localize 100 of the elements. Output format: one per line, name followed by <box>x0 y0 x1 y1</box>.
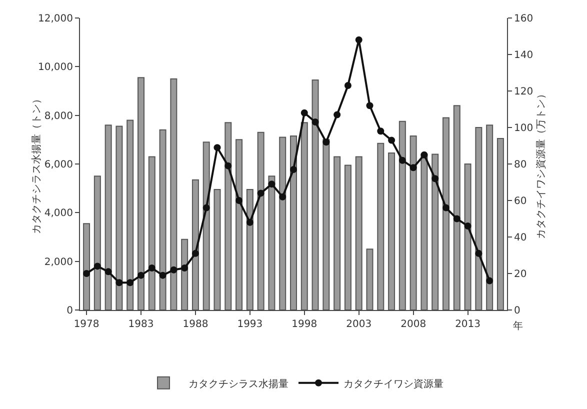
bar <box>214 189 221 310</box>
bar <box>322 139 330 310</box>
point <box>322 138 330 146</box>
bar <box>268 176 276 310</box>
x-tick-label: 2013 <box>455 319 481 330</box>
point <box>202 204 210 212</box>
legend-label: カタクチシラス水揚量 <box>188 378 288 390</box>
point <box>116 279 123 286</box>
point <box>104 268 112 276</box>
point <box>83 270 90 277</box>
bar <box>344 164 352 310</box>
bar <box>300 122 308 310</box>
point <box>398 156 406 164</box>
y-tick-label: 10,000 <box>38 62 73 74</box>
point <box>94 262 101 270</box>
y2-tick-label: 0 <box>514 306 520 316</box>
point <box>475 250 482 257</box>
point <box>257 190 264 197</box>
y2-tick-label: 100 <box>514 123 534 134</box>
bar <box>475 127 482 310</box>
point <box>214 144 221 152</box>
x-tick-label: 1993 <box>237 319 263 330</box>
point <box>170 266 178 274</box>
y-tick-label: 8,000 <box>44 110 73 122</box>
y-tick-label: 2,000 <box>44 256 73 268</box>
x-tick-label: 1998 <box>292 319 318 330</box>
point <box>334 111 341 118</box>
bar <box>334 156 341 310</box>
bar <box>126 120 134 310</box>
bar <box>398 120 406 310</box>
point <box>192 250 199 257</box>
point <box>236 197 243 204</box>
bar <box>312 80 319 310</box>
point <box>159 272 166 279</box>
point <box>344 82 352 90</box>
point <box>224 162 232 170</box>
point <box>138 272 144 279</box>
bar <box>290 136 297 310</box>
bar <box>486 124 494 310</box>
bar <box>464 164 472 310</box>
y-tick-label: 6,000 <box>44 160 73 170</box>
bar <box>104 124 112 310</box>
bar <box>181 238 188 310</box>
y2-axis-title: カタクチイワシ資源量（万トン） <box>535 89 548 239</box>
point <box>410 164 417 172</box>
bar <box>202 142 210 310</box>
point <box>453 215 460 222</box>
y-tick-label: 4,000 <box>44 208 73 220</box>
x-tick-label: 1978 <box>74 319 100 330</box>
point <box>388 136 396 144</box>
y2-tick-label: 20 <box>514 269 527 280</box>
y2-tick-label: 140 <box>514 50 534 61</box>
bar <box>138 77 144 310</box>
bar <box>279 136 286 310</box>
legend-label: カタクチイワシ資源量 <box>344 378 444 390</box>
bar <box>366 248 374 310</box>
point <box>312 118 319 126</box>
bar <box>170 78 178 310</box>
y2-tick-label: 80 <box>514 160 527 170</box>
bar <box>224 122 232 310</box>
y-tick-label: 0 <box>66 306 73 316</box>
bar <box>442 117 450 310</box>
point <box>377 128 384 135</box>
bar <box>257 132 264 310</box>
point <box>246 218 254 226</box>
bar <box>192 179 199 310</box>
bar <box>388 152 396 310</box>
point <box>279 193 286 200</box>
bar <box>246 189 254 310</box>
x-tick-label: 1988 <box>182 319 208 330</box>
y2-tick-label: 60 <box>514 196 527 207</box>
point <box>181 264 188 272</box>
bar <box>159 129 166 310</box>
point <box>366 102 374 110</box>
x-tick-label: 2008 <box>400 319 426 330</box>
bar <box>410 136 417 310</box>
x-tick-label: 1983 <box>128 319 154 330</box>
bar <box>496 138 504 310</box>
point <box>126 279 134 286</box>
bar <box>236 139 243 310</box>
bar <box>116 126 123 310</box>
point <box>300 109 308 116</box>
point <box>486 277 494 284</box>
bar <box>377 142 384 310</box>
x-axis-title: 年 <box>513 320 523 332</box>
bar <box>432 154 439 310</box>
y-axis-title: カタクチシラス水揚量（トン） <box>30 94 42 234</box>
bar <box>94 176 101 310</box>
bar <box>148 156 156 310</box>
point <box>442 204 450 212</box>
point <box>355 36 362 44</box>
point <box>268 180 276 188</box>
bar <box>453 105 460 310</box>
point <box>420 151 428 158</box>
point <box>148 264 156 272</box>
bar <box>83 223 90 310</box>
bar <box>420 154 428 310</box>
point <box>464 222 472 230</box>
y2-tick-label: 120 <box>514 86 534 98</box>
point <box>432 175 439 182</box>
